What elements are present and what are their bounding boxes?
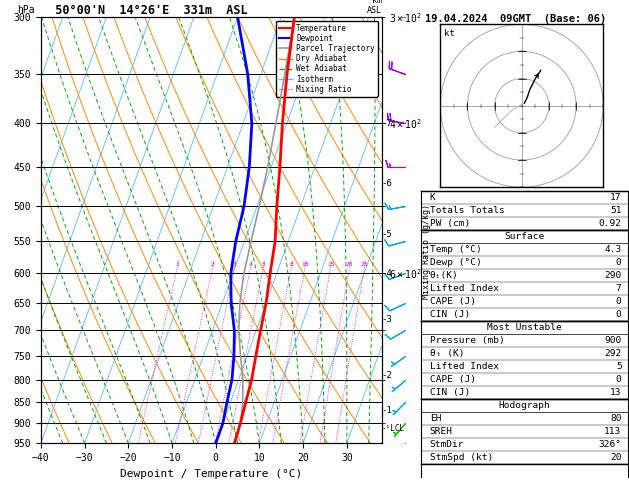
Text: 5: 5 xyxy=(262,262,265,267)
Text: StmDir: StmDir xyxy=(430,440,464,449)
Text: SREH: SREH xyxy=(430,427,453,436)
Text: 25: 25 xyxy=(361,262,369,267)
Text: 4.3: 4.3 xyxy=(604,244,621,254)
Text: K: K xyxy=(430,192,435,202)
Text: Surface: Surface xyxy=(504,232,545,241)
Text: -1: -1 xyxy=(382,406,392,415)
Text: PW (cm): PW (cm) xyxy=(430,219,470,227)
Text: -6: -6 xyxy=(382,178,392,188)
Text: Lifted Index: Lifted Index xyxy=(430,284,499,293)
Text: 3: 3 xyxy=(233,262,237,267)
Text: 10: 10 xyxy=(301,262,309,267)
Text: CIN (J): CIN (J) xyxy=(430,388,470,397)
Text: StmSpd (kt): StmSpd (kt) xyxy=(430,453,493,462)
Text: 290: 290 xyxy=(604,271,621,280)
Text: -5: -5 xyxy=(382,230,392,239)
Text: 326°: 326° xyxy=(599,440,621,449)
Text: Pressure (mb): Pressure (mb) xyxy=(430,336,504,345)
Text: 113: 113 xyxy=(604,427,621,436)
Text: -3: -3 xyxy=(382,315,392,324)
Text: 2: 2 xyxy=(211,262,214,267)
Text: 0.92: 0.92 xyxy=(599,219,621,227)
Text: Most Unstable: Most Unstable xyxy=(487,323,562,332)
Text: -7: -7 xyxy=(382,119,392,128)
Text: CAPE (J): CAPE (J) xyxy=(430,297,476,306)
Text: θₜ(K): θₜ(K) xyxy=(430,271,459,280)
Text: 7: 7 xyxy=(616,284,621,293)
Text: km
ASL: km ASL xyxy=(367,0,382,15)
Text: Temp (°C): Temp (°C) xyxy=(430,244,481,254)
Text: CAPE (J): CAPE (J) xyxy=(430,375,476,384)
Text: 15: 15 xyxy=(327,262,335,267)
Text: 17: 17 xyxy=(610,192,621,202)
Text: 80: 80 xyxy=(610,414,621,423)
Text: Totals Totals: Totals Totals xyxy=(430,206,504,215)
Text: 292: 292 xyxy=(604,349,621,358)
Text: 0: 0 xyxy=(616,297,621,306)
Text: CIN (J): CIN (J) xyxy=(430,310,470,319)
X-axis label: Dewpoint / Temperature (°C): Dewpoint / Temperature (°C) xyxy=(120,469,303,479)
Text: 0: 0 xyxy=(616,375,621,384)
Text: 50°00'N  14°26'E  331m  ASL: 50°00'N 14°26'E 331m ASL xyxy=(41,4,247,17)
Text: 0: 0 xyxy=(616,310,621,319)
Text: 20: 20 xyxy=(346,262,353,267)
Text: Hodograph: Hodograph xyxy=(499,401,550,410)
Text: Mixing Ratio (g/kg): Mixing Ratio (g/kg) xyxy=(421,204,431,299)
Legend: Temperature, Dewpoint, Parcel Trajectory, Dry Adiabat, Wet Adiabat, Isotherm, Mi: Temperature, Dewpoint, Parcel Trajectory… xyxy=(276,21,378,97)
Text: 900: 900 xyxy=(604,336,621,345)
Text: -¹LCL: -¹LCL xyxy=(382,424,405,433)
Text: 13: 13 xyxy=(610,388,621,397)
Text: 51: 51 xyxy=(610,206,621,215)
Text: 0: 0 xyxy=(616,258,621,267)
Text: hPa: hPa xyxy=(17,5,35,15)
Text: -2: -2 xyxy=(382,370,392,380)
Text: kt: kt xyxy=(443,29,454,38)
Text: 5: 5 xyxy=(616,362,621,371)
Text: 8: 8 xyxy=(289,262,293,267)
Text: 4: 4 xyxy=(248,262,252,267)
Text: EH: EH xyxy=(430,414,441,423)
Text: 20: 20 xyxy=(610,453,621,462)
Text: θₜ (K): θₜ (K) xyxy=(430,349,464,358)
Text: 19.04.2024  09GMT  (Base: 06): 19.04.2024 09GMT (Base: 06) xyxy=(425,14,606,24)
Text: 1: 1 xyxy=(175,262,179,267)
Text: Dewp (°C): Dewp (°C) xyxy=(430,258,481,267)
Text: -4: -4 xyxy=(382,269,392,278)
Text: Lifted Index: Lifted Index xyxy=(430,362,499,371)
